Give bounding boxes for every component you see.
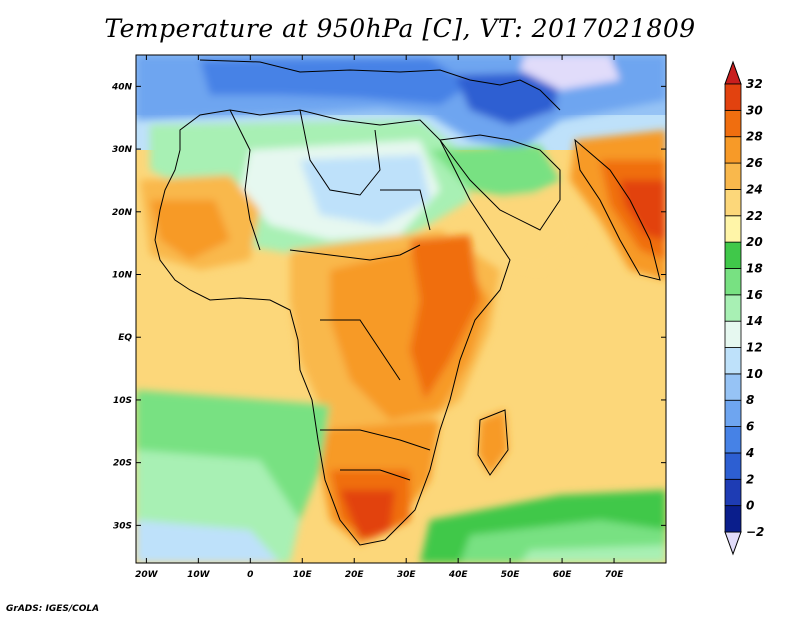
lon-tick-label: 10W xyxy=(187,570,211,580)
lon-tick-label: 20E xyxy=(345,570,365,580)
colorbar-swatch xyxy=(724,241,742,269)
colorbar-level-label: 26 xyxy=(746,156,763,170)
colorbar-swatch xyxy=(724,505,742,533)
lon-tick-label: 30E xyxy=(397,570,417,580)
colorbar-level-label: 28 xyxy=(746,130,763,144)
colorbar-swatch xyxy=(724,294,742,322)
colorbar-swatch xyxy=(724,478,742,507)
map-title: Temperature at 950hPa [C], VT: 201702180… xyxy=(104,14,696,43)
lat-tick-label: 10S xyxy=(113,396,132,406)
colorbar-level-label: 20 xyxy=(746,235,763,249)
colorbar-swatch xyxy=(724,83,742,111)
grads-credit: GrADS: IGES/COLA xyxy=(6,604,100,614)
lon-tick-label: 40E xyxy=(448,570,469,580)
latitude-ticks: 40N 30N 20N 10N EQ 10S 20S 30S xyxy=(111,82,666,531)
lon-tick-label: 60E xyxy=(553,570,573,580)
lat-tick-label: 30N xyxy=(112,145,133,155)
lon-tick-label: 0 xyxy=(247,570,253,580)
colorbar-swatch xyxy=(724,347,742,375)
lat-tick-label: 30S xyxy=(113,521,132,531)
colorbar-level-label: 14 xyxy=(746,314,763,328)
lat-tick-label: 40N xyxy=(111,82,133,92)
colorbar-level-label: 0 xyxy=(746,499,754,513)
colorbar-level-label: 32 xyxy=(746,77,763,91)
colorbar-swatch xyxy=(724,162,742,190)
colorbar-swatch xyxy=(724,109,742,138)
colorbar-level-label: −2 xyxy=(746,525,764,539)
lon-tick-label: 20W xyxy=(135,570,159,580)
lat-tick-label: 10N xyxy=(112,271,133,281)
longitude-ticks: 20W 10W 0 10E 20E 30E 40E 50E 60E 70E xyxy=(135,55,624,580)
colorbar-swatch xyxy=(724,426,742,454)
colorbar-swatch xyxy=(724,373,742,401)
lon-tick-label: 10E xyxy=(293,570,313,580)
lat-tick-label: 20S xyxy=(113,459,132,469)
colorbar-level-label: 24 xyxy=(746,182,763,196)
colorbar-over-triangle xyxy=(724,60,742,85)
colorbar-level-label: 16 xyxy=(746,288,763,302)
colorbar-level-label: 18 xyxy=(746,261,763,275)
temperature-field xyxy=(136,55,666,563)
colorbar-swatch xyxy=(724,136,742,164)
colorbar-swatch xyxy=(724,399,742,427)
colorbar-under-triangle xyxy=(724,531,742,556)
lat-tick-label: 20N xyxy=(112,208,133,218)
colorbar-swatch xyxy=(724,320,742,348)
colorbar-swatch xyxy=(724,189,742,217)
map-frame xyxy=(135,54,667,564)
colorbar-level-label: 2 xyxy=(746,472,754,486)
colorbar-swatch xyxy=(724,268,742,296)
lon-tick-label: 50E xyxy=(501,570,521,580)
lon-tick-label: 70E xyxy=(605,570,625,580)
colorbar-swatch xyxy=(724,452,742,480)
colorbar-level-label: 10 xyxy=(746,367,763,381)
colorbar-level-label: 8 xyxy=(746,393,754,407)
colorbar-level-label: 4 xyxy=(745,446,754,460)
colorbar-level-label: 6 xyxy=(746,420,754,434)
colorbar-swatch xyxy=(724,215,742,243)
lat-tick-label: EQ xyxy=(118,333,132,343)
colorbar-level-label: 22 xyxy=(746,209,763,223)
coastlines xyxy=(154,59,661,546)
colorbar-level-label: 12 xyxy=(746,341,763,355)
colorbar-level-label: 30 xyxy=(746,103,763,117)
